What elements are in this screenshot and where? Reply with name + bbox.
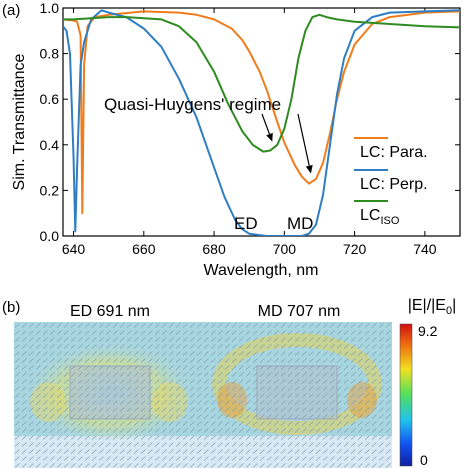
panel-label-b: (b): [2, 299, 20, 316]
x-tick-label: 660: [132, 241, 156, 257]
y-tick-label: 0.6: [40, 91, 60, 107]
colorbar-min: 0: [420, 452, 428, 468]
legend-label-para: LC: Para.: [360, 144, 428, 161]
x-tick-label: 740: [413, 241, 437, 257]
x-tick-label: 700: [273, 241, 297, 257]
y-ticks: 0.0 0.2 0.4 0.6 0.8 1.0: [40, 0, 460, 244]
annotation-arrowhead-para: [305, 164, 313, 174]
x-tick-label: 680: [202, 241, 226, 257]
plot-frame: [62, 7, 461, 237]
y-tick-label: 0.2: [40, 182, 60, 198]
annotation-ed: ED: [234, 214, 258, 233]
series-line-1: [63, 9, 460, 236]
transmittance-plot: 640 660 680 700 720 740 0.0 0.2 0.4 0.6 0.8 1.0 Wa…: [11, 0, 461, 279]
colorbar-label-sub: 0: [446, 305, 452, 317]
y-tick-label: 0.8: [40, 46, 60, 62]
legend: LC: Para. LC: Perp. LCISO: [354, 137, 428, 227]
colorbar-label: |E|/|E0|: [408, 297, 457, 317]
series-line-0: [63, 10, 460, 215]
legend-label-perp: LC: Perp.: [360, 176, 428, 193]
colorbar: |E|/|E0| 9.2 0: [399, 297, 457, 468]
legend-label-iso: LCISO: [360, 207, 400, 227]
annotation-arrowhead-iso: [266, 132, 273, 142]
colorbar-max: 9.2: [418, 323, 438, 339]
field-map-title-md: MD 707 nm: [258, 303, 341, 320]
panel-label-a: (a): [2, 2, 20, 19]
colorbar-scale: [399, 323, 413, 467]
annotation-regime: Quasi-Huygens' regime: [104, 95, 281, 114]
field-map-title-ed: ED 691 nm: [70, 303, 150, 320]
x-tick-label: 640: [62, 241, 86, 257]
field-map-ed: [14, 322, 204, 468]
series-lines: [63, 9, 460, 236]
x-ticks: 640 660 680 700 720 740: [62, 8, 437, 257]
annotation-md: MD: [287, 214, 313, 233]
field-map-md: [202, 322, 392, 468]
field-map-ed-vectors: [14, 322, 204, 468]
y-tick-label: 0.4: [40, 137, 60, 153]
annotation-arrow-para: [297, 113, 310, 166]
y-axis-label: Sim. Transmittance: [11, 53, 28, 190]
y-tick-label: 0.0: [40, 228, 60, 244]
x-axis-label: Wavelength, nm: [203, 262, 318, 279]
series-line-2: [63, 13, 460, 153]
y-tick-label: 1.0: [40, 0, 60, 16]
annotation-arrow-iso: [261, 113, 271, 135]
colorbar-label-main: |E|/|E: [408, 297, 446, 314]
field-map-md-vectors: [202, 322, 392, 468]
colorbar-label-end: |: [452, 297, 456, 314]
legend-label-iso-sub: ISO: [380, 215, 399, 227]
legend-label-iso-main: LC: [360, 207, 380, 224]
x-tick-label: 720: [343, 241, 367, 257]
